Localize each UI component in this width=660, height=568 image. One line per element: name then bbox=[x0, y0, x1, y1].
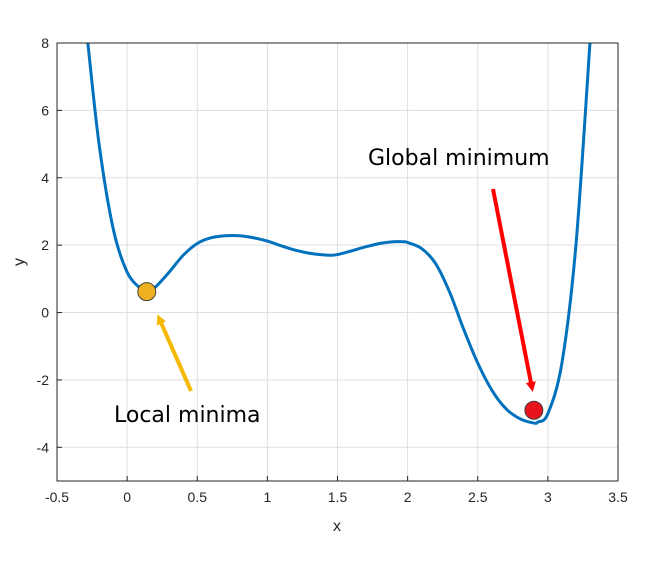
x-tick-label: -0.5 bbox=[45, 489, 69, 505]
local-minima-label: Local minima bbox=[114, 403, 261, 428]
x-tick-label: 3.5 bbox=[608, 489, 628, 505]
global-minimum-arrow bbox=[491, 188, 536, 392]
x-axis-label: x bbox=[333, 518, 341, 535]
tick-marks bbox=[56, 42, 619, 481]
y-tick-label: 2 bbox=[41, 237, 49, 253]
x-tick-label: 2 bbox=[404, 489, 412, 505]
y-tick-label: 6 bbox=[41, 102, 49, 118]
y-tick-label: 0 bbox=[41, 305, 49, 321]
y-axis-label: y bbox=[11, 258, 28, 266]
y-tick-labels: -4 -2 0 2 4 6 8 bbox=[37, 35, 50, 455]
global-minimum-point bbox=[524, 400, 544, 420]
x-tick-label: 3 bbox=[544, 489, 552, 505]
series-line bbox=[86, 43, 592, 425]
series-layer bbox=[86, 43, 592, 425]
local-minima-arrow bbox=[156, 314, 193, 392]
x-tick-label: 2.5 bbox=[468, 489, 488, 505]
x-tick-label: 1 bbox=[263, 489, 271, 505]
x-tick-label: 0.5 bbox=[188, 489, 208, 505]
global-minimum-label: Global minimum bbox=[368, 146, 550, 171]
x-tick-label: 0 bbox=[123, 489, 131, 505]
x-tick-labels: -0.5 0 0.5 1 1.5 2 2.5 3 3.5 bbox=[45, 489, 628, 505]
points-layer bbox=[137, 282, 544, 420]
x-tick-label: 1.5 bbox=[328, 489, 348, 505]
local-minimum-point bbox=[137, 282, 157, 302]
y-tick-label: -2 bbox=[37, 372, 50, 388]
y-tick-label: -4 bbox=[37, 439, 50, 455]
y-tick-label: 4 bbox=[41, 170, 49, 186]
y-tick-label: 8 bbox=[41, 35, 49, 51]
